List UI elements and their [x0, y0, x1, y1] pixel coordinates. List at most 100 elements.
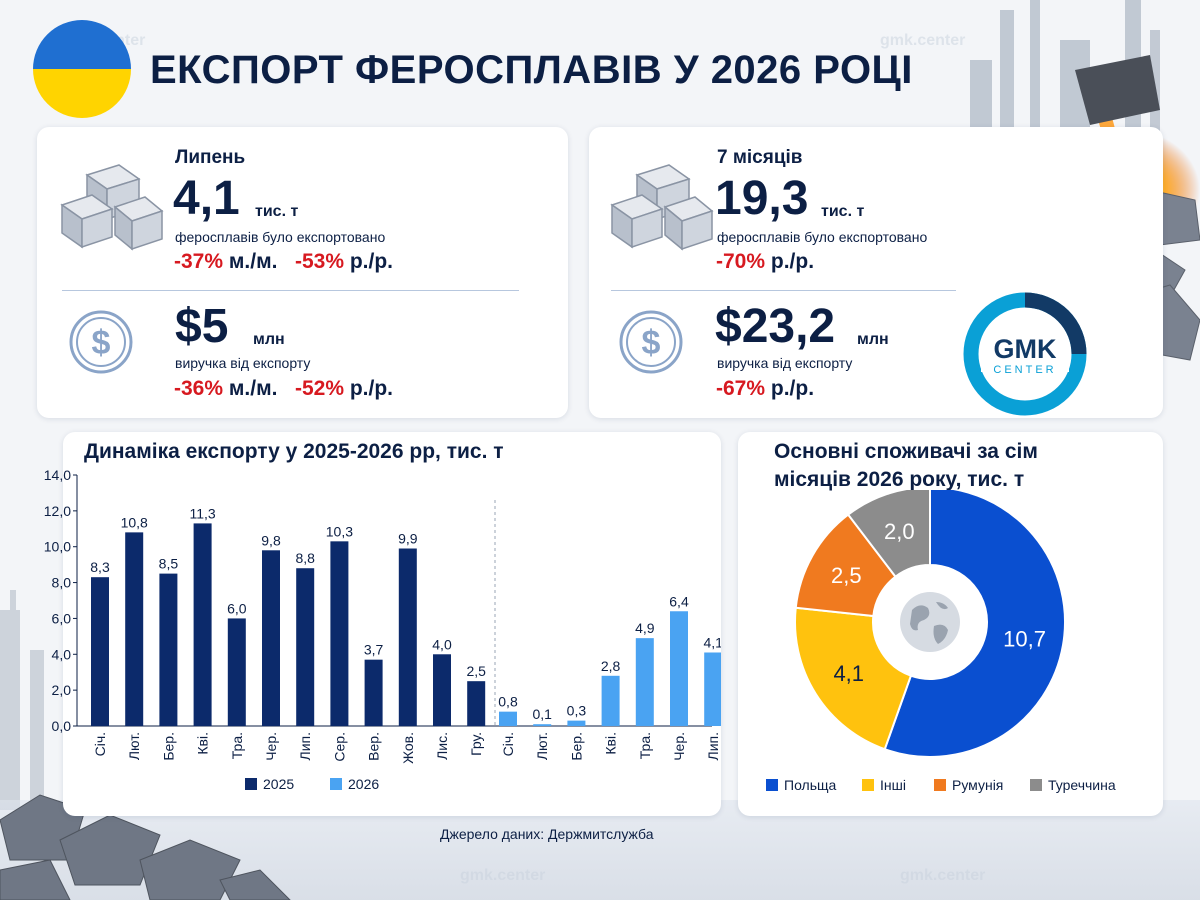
bar-value-label: 8,8: [295, 550, 315, 566]
bar-value-label: 6,4: [669, 593, 689, 609]
bar-2025-8: [364, 659, 383, 726]
seven-months-volume-change: -70% р./р.: [716, 250, 815, 273]
bar-value-label: 0,1: [532, 706, 552, 722]
y-tick-label: 14,0: [44, 467, 71, 483]
bar-2025-6: [296, 568, 315, 726]
category-label: Гру.: [468, 732, 484, 756]
bar-value-label: 6,0: [227, 600, 247, 616]
seven-months-revenue-value: $23,2: [715, 300, 836, 353]
bar-2025-10: [433, 654, 451, 726]
category-label: Тра.: [637, 732, 653, 759]
ingot-icon: [60, 164, 164, 251]
pie-value-label: 2,0: [884, 519, 915, 544]
bar-chart-title: Динаміка експорту у 2025-2026 рр, тис. т: [84, 440, 504, 463]
july-revenue-value: $5: [175, 300, 229, 353]
ingot-icon: [610, 164, 714, 251]
july-label: Липень: [175, 147, 246, 168]
category-label: Кві.: [195, 732, 211, 755]
y-tick-label: 2,0: [52, 682, 72, 698]
y-tick-label: 0,0: [52, 718, 72, 734]
bar-value-label: 4,9: [635, 620, 655, 636]
y-tick-label: 10,0: [44, 539, 71, 555]
pie-value-label: 2,5: [831, 563, 862, 588]
bar-2025-11: [467, 681, 486, 726]
bar-2026-6: [704, 652, 721, 726]
category-label: Бер.: [568, 732, 584, 761]
bar-2026-4: [635, 638, 654, 726]
bar-2025-3: [193, 523, 212, 726]
bar-2025-4: [227, 618, 246, 726]
logo-line1: GMK: [994, 334, 1057, 364]
bar-value-label: 8,5: [159, 556, 179, 572]
ukraine-flag-icon: [33, 20, 131, 118]
legend-swatch: [330, 778, 342, 790]
svg-text:$: $: [642, 324, 661, 362]
gmk-center-logo: GMK CENTER: [963, 292, 1087, 416]
bar-2025-5: [262, 550, 280, 726]
category-label: Чер.: [263, 732, 279, 761]
bar-value-label: 9,9: [398, 531, 418, 547]
pie-chart-title-line1: Основні споживачі за сім: [774, 440, 1038, 463]
category-label: Лис.: [434, 732, 450, 760]
july-stats-card: Липень 4,1 тис. т феросплавів було експо…: [37, 127, 568, 418]
category-label: Кві.: [603, 732, 619, 755]
dollar-coin-icon: $: [619, 310, 683, 374]
seven-months-revenue-desc: виручка від експорту: [717, 355, 853, 371]
category-label: Лют.: [534, 732, 550, 760]
legend-swatch: [766, 779, 778, 791]
globe-icon: [900, 592, 960, 652]
category-label: Тра.: [229, 732, 245, 759]
category-label: Січ.: [500, 732, 516, 756]
pie-chart-title-line2: місяців 2026 року, тис. т: [774, 468, 1025, 491]
category-label: Лип.: [705, 732, 721, 760]
bar-value-label: 10,3: [326, 523, 353, 539]
pie-value-label: 10,7: [1003, 626, 1046, 651]
category-label: Вер.: [366, 732, 382, 761]
bar-value-label: 2,8: [601, 658, 621, 674]
dollar-coin-icon: $: [69, 310, 133, 374]
seven-months-stats-card: 7 місяців 19,3 тис. т феросплавів було е…: [589, 127, 1163, 418]
watermark-text: gmk.center: [880, 32, 965, 49]
legend-label: Інші: [880, 777, 906, 793]
july-volume-change: -37% м./м. -53% р./р.: [174, 250, 394, 273]
bar-value-label: 4,1: [703, 634, 721, 650]
july-revenue-desc: виручка від експорту: [175, 355, 311, 371]
legend-swatch: [862, 779, 874, 791]
page-title: ЕКСПОРТ ФЕРОСПЛАВІВ У 2026 РОЦІ: [150, 48, 913, 92]
category-label: Січ.: [92, 732, 108, 756]
legend-label: Румунія: [952, 777, 1003, 793]
category-label: Бер.: [160, 732, 176, 761]
bar-value-label: 3,7: [364, 642, 384, 658]
bar-2025-0: [91, 577, 109, 726]
seven-months-volume-unit: тис. т: [821, 203, 865, 220]
y-tick-label: 12,0: [44, 503, 71, 519]
bar-2026-0: [499, 711, 517, 726]
seven-months-volume-desc: феросплавів було експортовано: [717, 229, 928, 245]
bar-2026-2: [567, 720, 586, 726]
bar-value-label: 9,8: [261, 532, 281, 548]
bar-2026-5: [670, 611, 688, 726]
bar-value-label: 8,3: [90, 559, 110, 575]
legend-label: 2026: [348, 776, 379, 792]
bar-value-label: 0,3: [567, 703, 587, 719]
bar-value-label: 0,8: [498, 694, 518, 710]
divider: [611, 290, 956, 291]
bar-2025-7: [330, 541, 349, 726]
july-revenue-unit: млн: [253, 331, 285, 348]
bar-value-label: 10,8: [121, 514, 148, 530]
bar-chart: 0,0 2,0 4,0 6,0 8,0 10,0 12,0 14,0 8,3 Січ. 10,8 Лю…: [44, 467, 721, 792]
pie-slice-0: [883, 490, 1066, 758]
legend-label: Польща: [784, 777, 837, 793]
category-label: Сер.: [331, 732, 347, 762]
bar-value-label: 4,0: [432, 636, 452, 652]
category-label: Чер.: [671, 732, 687, 761]
divider: [62, 290, 519, 291]
legend-swatch: [934, 779, 946, 791]
seven-months-volume-value: 19,3: [715, 172, 809, 225]
legend-swatch: [1030, 779, 1042, 791]
category-label: Жов.: [400, 732, 416, 764]
bar-value-label: 11,3: [189, 505, 215, 521]
logo-line2: CENTER: [993, 364, 1056, 376]
july-volume-unit: тис. т: [255, 203, 299, 220]
july-volume-desc: феросплавів було експортовано: [175, 229, 386, 245]
